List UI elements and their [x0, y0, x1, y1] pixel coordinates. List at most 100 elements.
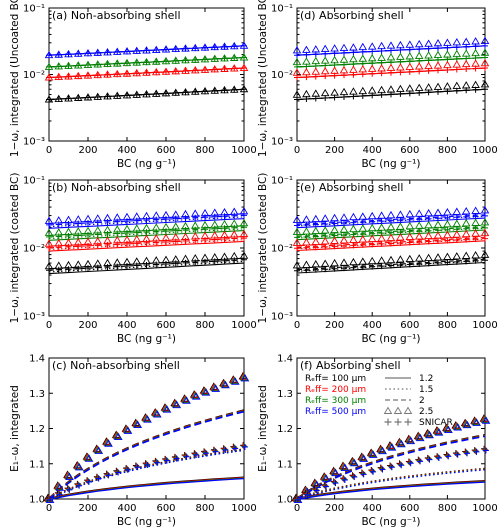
plus-marker [143, 59, 150, 66]
plus-marker [114, 71, 121, 78]
triangle-marker [358, 224, 368, 232]
plus-marker [85, 94, 91, 101]
plus-marker [172, 454, 179, 461]
plus-marker [303, 267, 310, 274]
plus-marker [444, 237, 451, 244]
plus-marker [407, 459, 414, 466]
x-tick-label: 800 [438, 320, 457, 331]
legend-triangle-sample [383, 406, 393, 414]
plus-marker [341, 93, 347, 100]
triangle-marker [471, 59, 480, 67]
legend-reff-label: Rₑff= 100 μm [305, 374, 366, 384]
x-axis-label: BC (ng g⁻¹) [362, 333, 421, 345]
plus-marker [104, 471, 111, 478]
plus-marker [369, 263, 376, 270]
plus-marker [193, 451, 200, 458]
plus-marker [241, 65, 247, 72]
triangle-marker [367, 256, 377, 265]
plus-marker [350, 49, 357, 56]
triangle-marker [386, 63, 396, 71]
triangle-marker [461, 219, 471, 227]
plus-marker [241, 86, 247, 93]
triangle-marker [65, 472, 74, 480]
plus-marker [425, 89, 432, 96]
plus-marker [454, 451, 461, 458]
plus-marker [104, 231, 111, 238]
plus-marker [294, 222, 300, 229]
triangle-marker [405, 52, 415, 60]
triangle-marker [104, 439, 113, 447]
triangle-marker [461, 37, 471, 45]
panel-title: (a) Non-absorbing shell [52, 9, 181, 22]
y-axis-label: 1−ω, integrated (coated BC) [9, 173, 21, 324]
plus-marker [416, 457, 423, 464]
x-tick-label: 400 [117, 503, 136, 514]
plus-marker [368, 467, 375, 474]
plus-marker [124, 60, 130, 67]
plus-marker [153, 90, 160, 97]
triangle-marker [425, 430, 434, 439]
plus-marker [331, 265, 338, 272]
plus-marker [388, 463, 395, 470]
plus-marker [341, 220, 347, 227]
x-tick-label: 200 [78, 145, 97, 156]
triangle-marker [386, 85, 396, 93]
plus-marker [378, 218, 385, 225]
plus-marker [445, 453, 452, 460]
plus-marker [472, 43, 479, 50]
plus-marker [76, 482, 83, 489]
plus-marker [417, 458, 424, 465]
plus-marker [425, 456, 432, 463]
plus-marker [192, 214, 199, 221]
plus-marker [416, 46, 423, 53]
plus-marker [163, 457, 170, 464]
plus-marker [114, 230, 121, 237]
plus-marker [222, 446, 229, 453]
triangle-marker [302, 57, 311, 65]
plus-marker [397, 239, 404, 246]
plot-area [292, 206, 490, 274]
x-tick-label: 200 [78, 503, 97, 514]
plus-marker [211, 66, 218, 73]
plus-marker [124, 70, 130, 77]
legend-reff-label: Rₑff= 300 μm [305, 396, 366, 406]
plus-marker [303, 74, 310, 81]
plus-marker [369, 48, 376, 55]
triangle-marker [386, 41, 396, 49]
plus-marker [114, 218, 121, 225]
plus-marker [46, 96, 52, 103]
plus-marker [241, 212, 247, 219]
plus-marker [153, 459, 160, 466]
plus-marker [482, 447, 489, 454]
triangle-marker [405, 40, 415, 48]
triangle-marker [311, 259, 321, 268]
plus-marker [312, 266, 319, 273]
triangle-marker [339, 87, 349, 96]
plus-marker [241, 54, 247, 61]
series-line [48, 216, 245, 228]
plus-marker [435, 454, 442, 461]
plus-marker [359, 470, 366, 477]
plus-marker [350, 242, 357, 249]
plus-marker [133, 47, 140, 54]
triangle-marker [414, 39, 424, 48]
plus-marker [350, 93, 357, 100]
plus-marker [323, 483, 330, 490]
y-tick-label: 10⁻² [23, 244, 45, 255]
plus-marker [482, 446, 489, 453]
triangle-marker [340, 463, 350, 471]
plus-marker [463, 449, 470, 456]
panel-c: 0 200 400 600 800 1000 1.0 1.1 1.2 1.3 1.4 (c) Non-… [9, 354, 257, 529]
triangle-marker [415, 433, 425, 442]
plus-marker [240, 442, 247, 449]
plus-marker [105, 472, 112, 479]
plus-marker [482, 86, 488, 93]
plus-marker [172, 57, 179, 64]
plus-marker [46, 267, 52, 274]
triangle-marker [386, 53, 396, 61]
triangle-marker [339, 213, 349, 221]
triangle-marker [367, 211, 377, 220]
triangle-marker [481, 416, 491, 424]
plus-marker [134, 464, 141, 471]
plus-marker [294, 74, 300, 81]
